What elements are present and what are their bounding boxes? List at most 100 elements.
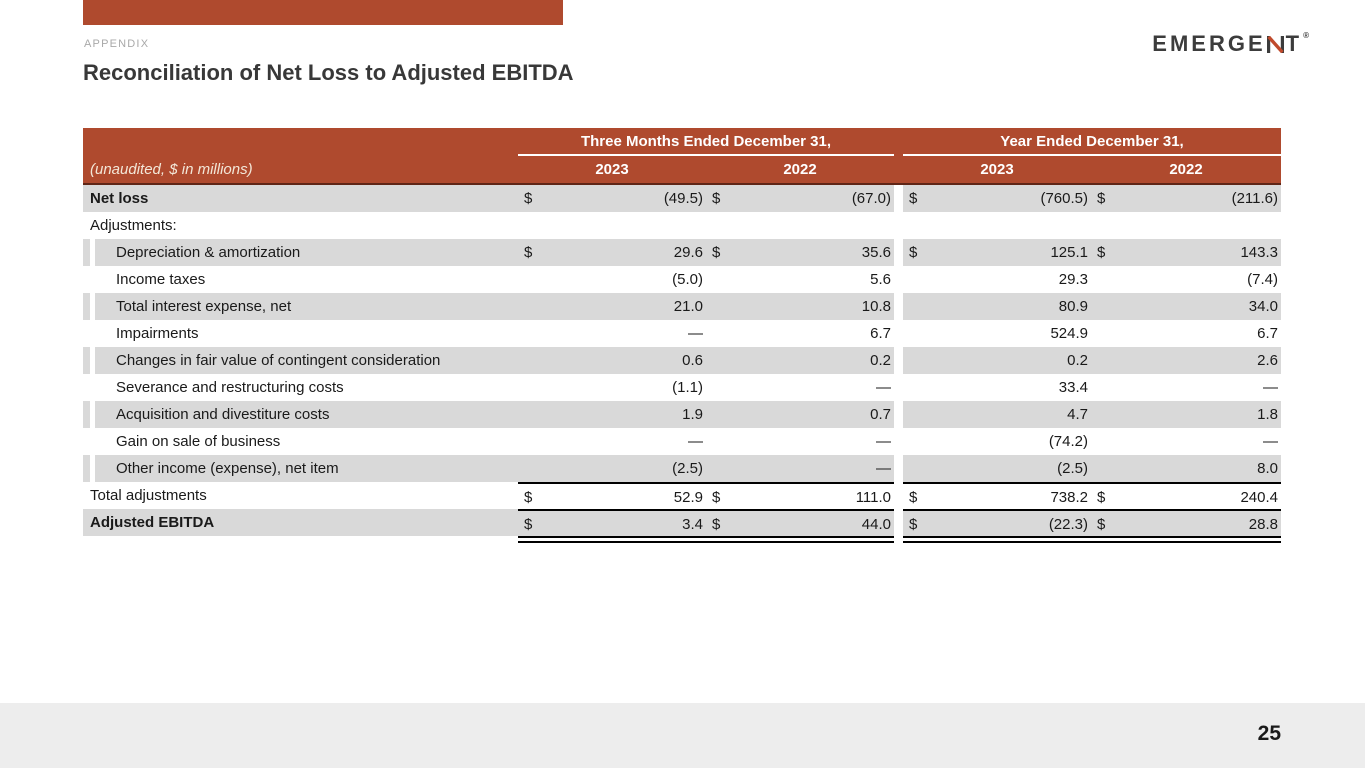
column-gutter — [894, 347, 903, 374]
dollar-sign-cell — [518, 266, 546, 293]
row-label-area: Net loss — [83, 185, 518, 212]
year-column-header: 2022 — [783, 161, 817, 178]
three-months-values: 21.0 10.8 — [518, 293, 894, 320]
dollar-sign-cell — [903, 266, 931, 293]
year-values: 80.9 34.0 — [903, 293, 1281, 320]
value-cell: 29.3 — [1058, 271, 1088, 288]
table-row: Adjusted EBITDA $3.4 $44.0 $ (22.3) $28.8 — [83, 509, 1281, 543]
dollar-sign-cell: $ — [524, 244, 533, 261]
dollar-sign-cell: $ — [524, 190, 533, 207]
dollar-sign-cell — [903, 374, 931, 401]
year-values: $ (760.5) $ (211.6) — [903, 185, 1281, 212]
value-cell: 4.7 — [1067, 406, 1088, 423]
dollar-sign-cell — [1091, 401, 1119, 428]
dollar-sign-cell — [518, 293, 546, 320]
dollar-sign-cell — [903, 320, 931, 347]
page-title: Reconciliation of Net Loss to Adjusted E… — [83, 60, 574, 85]
value-cell: (49.5) — [663, 190, 703, 207]
table-header: Three Months Ended December 31, Year End… — [83, 128, 1281, 185]
value-cell: (74.2) — [1048, 433, 1088, 450]
row-label: Other income (expense), net item — [95, 455, 518, 482]
value-cell: 80.9 — [1058, 298, 1088, 315]
dollar-sign-cell: $ — [524, 516, 533, 533]
column-gutter — [894, 428, 903, 455]
dollar-sign-cell — [518, 320, 546, 347]
three-months-values: — — — [518, 428, 894, 455]
column-gutter — [894, 455, 903, 482]
year-values — [903, 212, 1281, 239]
column-gutter — [894, 401, 903, 428]
table-row: Severance and restructuring costs (1.1) —3… — [83, 374, 1281, 401]
year-column-header: 2023 — [980, 161, 1014, 178]
value-cell: 35.6 — [861, 244, 891, 261]
value-cell: 44.0 — [861, 516, 891, 533]
row-label: Total interest expense, net — [95, 293, 518, 320]
dollar-sign-cell — [1091, 293, 1119, 320]
dollar-sign-cell: $ — [712, 190, 721, 207]
indent-strip — [83, 239, 90, 266]
value-cell: — — [1263, 433, 1278, 450]
dollar-sign-cell — [518, 347, 546, 374]
value-cell: 0.7 — [870, 406, 891, 423]
table-row: Changes in fair value of contingent cons… — [83, 347, 1281, 374]
row-label-area: Adjustments: — [83, 212, 518, 239]
year-values: (74.2) — — [903, 428, 1281, 455]
year-values: 4.7 1.8 — [903, 401, 1281, 428]
table-row: Net loss $ (49.5) $ (67.0) $ (760.5) $ (211.6) — [83, 185, 1281, 212]
value-cell: 10.8 — [861, 298, 891, 315]
logo-n-icon — [1266, 35, 1284, 53]
value-cell: (760.5) — [1040, 190, 1088, 207]
value-cell: — — [876, 379, 891, 396]
value-cell: 2.6 — [1257, 352, 1278, 369]
dollar-sign-cell — [706, 401, 734, 428]
value-cell: (2.5) — [672, 460, 703, 477]
dollar-sign-cell: $ — [1097, 190, 1106, 207]
three-months-values: 1.9 0.7 — [518, 401, 894, 428]
value-cell: (22.3) — [1048, 516, 1088, 533]
indent-strip — [83, 401, 90, 428]
table-row: Depreciation & amortization $29.6 $35.6 $12… — [83, 239, 1281, 266]
year-values: (2.5) 8.0 — [903, 455, 1281, 482]
year-values: $125.1 $143.3 — [903, 239, 1281, 266]
indent-strip — [83, 320, 90, 347]
column-gutter — [894, 266, 903, 293]
value-cell: 0.6 — [682, 352, 703, 369]
dollar-sign-cell — [903, 347, 931, 374]
group-header-year: Year Ended December 31, — [903, 128, 1281, 156]
value-cell: 0.2 — [1067, 352, 1088, 369]
value-cell: 1.9 — [682, 406, 703, 423]
dollar-sign-cell — [706, 212, 734, 239]
footer-band: 25 — [0, 703, 1365, 768]
three-months-values: (1.1) — — [518, 374, 894, 401]
group-header-three-months: Three Months Ended December 31, — [518, 128, 894, 156]
dollar-sign-cell: $ — [909, 244, 918, 261]
accent-bar — [83, 0, 563, 25]
year-values: 0.2 2.6 — [903, 347, 1281, 374]
dollar-sign-cell: $ — [712, 244, 721, 261]
three-months-values: — 6.7 — [518, 320, 894, 347]
row-label: Impairments — [116, 325, 199, 342]
row-label-area: Total interest expense, net — [83, 293, 518, 320]
three-months-values: $52.9 $111.0 — [518, 482, 894, 509]
value-cell: 240.4 — [1240, 489, 1278, 506]
dollar-sign-cell: $ — [712, 516, 721, 533]
value-cell: — — [876, 460, 891, 477]
dollar-sign-cell — [706, 293, 734, 320]
column-gutter — [894, 156, 903, 183]
header-spacer — [83, 128, 518, 156]
value-cell: 738.2 — [1050, 489, 1088, 506]
year-values: 29.3 (7.4) — [903, 266, 1281, 293]
value-cell: (67.0) — [851, 190, 891, 207]
dollar-sign-cell — [706, 266, 734, 293]
three-months-values: $3.4 $44.0 — [518, 509, 894, 543]
dollar-sign-cell — [1091, 320, 1119, 347]
value-cell — [546, 212, 706, 239]
value-cell: 6.7 — [1257, 325, 1278, 342]
value-cell — [931, 212, 1091, 239]
column-gutter — [894, 482, 903, 509]
dollar-sign-cell — [903, 401, 931, 428]
indent-strip — [83, 347, 90, 374]
row-label-area: Gain on sale of business — [83, 428, 518, 455]
registered-mark: ® — [1303, 31, 1309, 40]
